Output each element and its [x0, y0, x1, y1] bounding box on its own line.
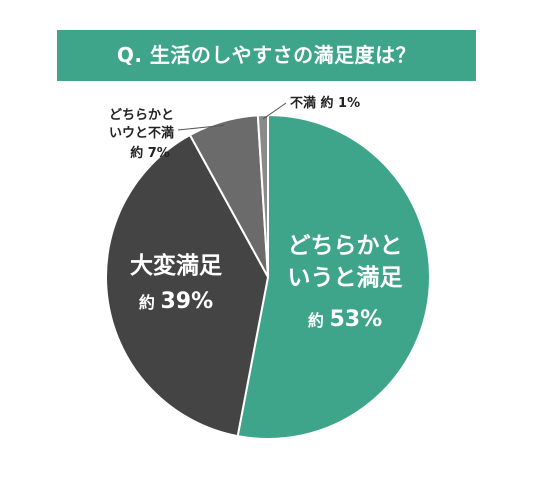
slice-label: どちらかと	[288, 233, 403, 259]
pie-slices	[105, 113, 431, 440]
slice-value-label: 約 53%	[308, 307, 382, 332]
slice-label: いウと不満	[109, 125, 174, 141]
chart-title-banner: Q. 生活のしやすさの満足度は？	[57, 30, 476, 81]
slice-label: いうと満足	[288, 265, 403, 291]
slice-value-label: 約 7%	[130, 145, 170, 161]
slice-label: 不満 約 1%	[290, 95, 360, 111]
pie-slice	[105, 133, 270, 438]
slice-label: どちらかと	[109, 108, 174, 123]
pie-slice	[236, 113, 431, 440]
chart-title: Q. 生活のしやすさの満足度は？	[116, 43, 417, 67]
slice-value-label: 約 39%	[139, 289, 213, 314]
leader-line	[262, 102, 287, 120]
slice-label: 大変満足	[130, 252, 222, 279]
leader-lines	[177, 102, 287, 131]
leader-line	[177, 124, 224, 131]
